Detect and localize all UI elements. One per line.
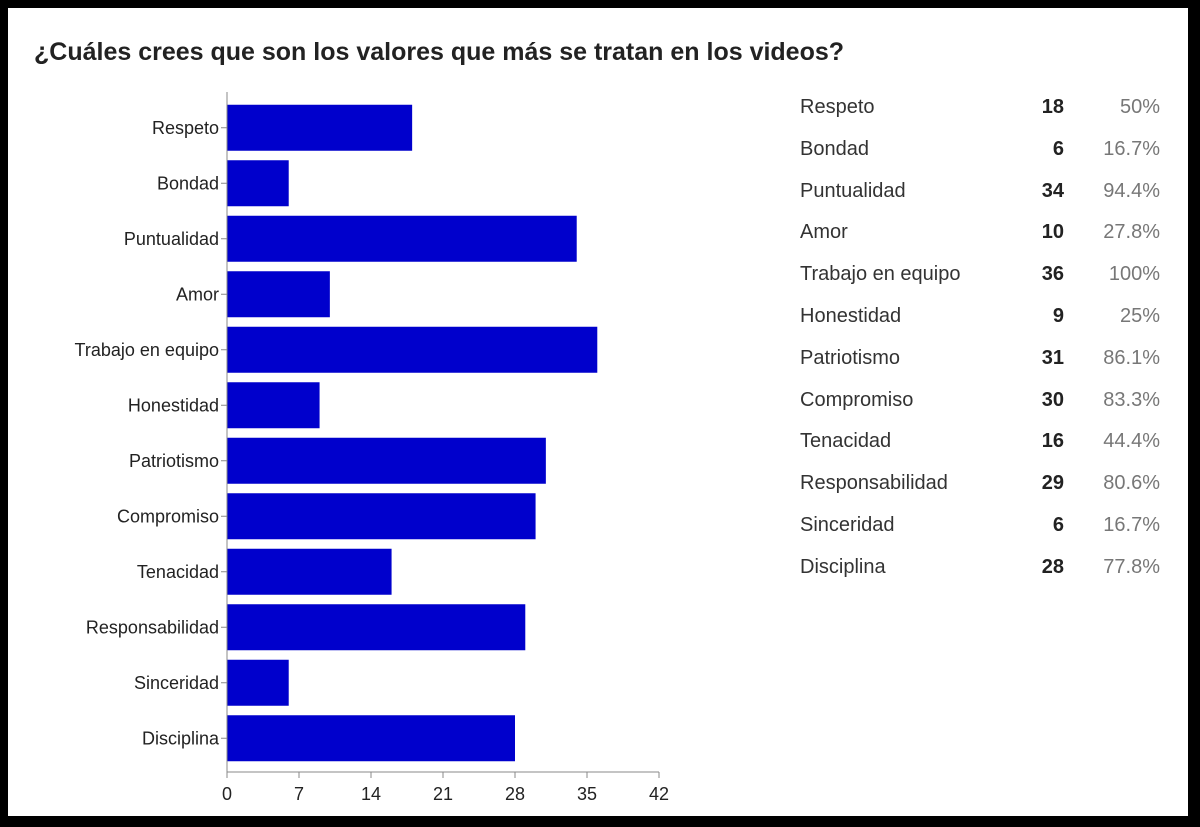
row-label: Bondad — [800, 137, 869, 160]
bar — [227, 326, 598, 373]
category-label: Honestidad — [128, 395, 219, 415]
bar — [227, 548, 392, 595]
x-tick-label: 14 — [361, 784, 381, 804]
category-label: Compromiso — [117, 506, 219, 526]
row-percent: 16.7% — [1103, 137, 1160, 160]
bar — [227, 215, 577, 262]
row-percent: 77.8% — [1103, 555, 1160, 578]
row-count: 30 — [1041, 388, 1064, 411]
bar — [227, 382, 320, 429]
row-count: 6 — [1052, 513, 1064, 536]
x-tick-label: 0 — [222, 784, 232, 804]
row-label: Puntualidad — [800, 179, 906, 202]
category-label: Responsabilidad — [86, 617, 219, 637]
bar — [227, 271, 330, 318]
row-percent: 25% — [1119, 304, 1160, 327]
row-percent: 100% — [1108, 263, 1160, 286]
bar — [227, 659, 289, 706]
row-percent: 27.8% — [1103, 221, 1160, 244]
row-label: Sinceridad — [800, 513, 895, 536]
row-percent: 50% — [1119, 96, 1160, 118]
category-label: Respeto — [152, 118, 219, 138]
x-tick-label: 42 — [649, 784, 669, 804]
row-percent: 83.3% — [1103, 388, 1160, 411]
x-tick-label: 28 — [505, 784, 525, 804]
row-percent: 80.6% — [1103, 472, 1160, 495]
category-label: Puntualidad — [124, 229, 219, 249]
row-count: 28 — [1041, 555, 1064, 578]
row-label: Compromiso — [800, 388, 914, 411]
x-tick-label: 35 — [577, 784, 597, 804]
bar — [227, 104, 413, 151]
chart-panel: ¿Cuáles crees que son los valores que má… — [8, 8, 1188, 816]
bar — [227, 604, 526, 651]
row-count: 16 — [1041, 430, 1064, 453]
row-label: Respeto — [800, 96, 875, 118]
row-count: 34 — [1041, 179, 1064, 202]
row-label: Disciplina — [800, 555, 886, 578]
row-percent: 94.4% — [1103, 179, 1160, 202]
row-label: Honestidad — [800, 304, 902, 327]
category-label: Trabajo en equipo — [75, 340, 219, 360]
category-label: Sinceridad — [134, 673, 219, 693]
row-count: 10 — [1041, 221, 1064, 244]
row-count: 31 — [1041, 346, 1064, 369]
row-percent: 16.7% — [1103, 513, 1160, 536]
x-tick-label: 7 — [294, 784, 304, 804]
row-percent: 44.4% — [1103, 430, 1160, 453]
x-tick-label: 21 — [433, 784, 453, 804]
chart-title: ¿Cuáles crees que son los valores que má… — [34, 38, 845, 66]
category-label: Disciplina — [142, 728, 220, 748]
bar-chart: Respeto Bondad Puntualidad Amor Trabajo en e… — [75, 92, 669, 804]
row-label: Trabajo en equipo — [800, 263, 961, 286]
row-count: 9 — [1052, 304, 1064, 327]
row-label: Amor — [800, 221, 848, 244]
row-count: 18 — [1041, 96, 1064, 118]
row-count: 29 — [1041, 472, 1064, 495]
category-label: Bondad — [157, 173, 219, 193]
row-label: Patriotismo — [800, 346, 901, 369]
category-label: Tenacidad — [137, 562, 219, 582]
bar — [227, 437, 546, 484]
bar — [227, 160, 289, 207]
bar — [227, 715, 515, 762]
bar — [227, 493, 536, 540]
row-count: 6 — [1052, 137, 1064, 160]
category-label: Amor — [176, 284, 219, 304]
row-percent: 86.1% — [1103, 346, 1160, 369]
category-label: Patriotismo — [129, 451, 219, 471]
row-count: 36 — [1041, 263, 1064, 286]
row-label: Responsabilidad — [800, 472, 948, 495]
row-label: Tenacidad — [800, 430, 892, 453]
